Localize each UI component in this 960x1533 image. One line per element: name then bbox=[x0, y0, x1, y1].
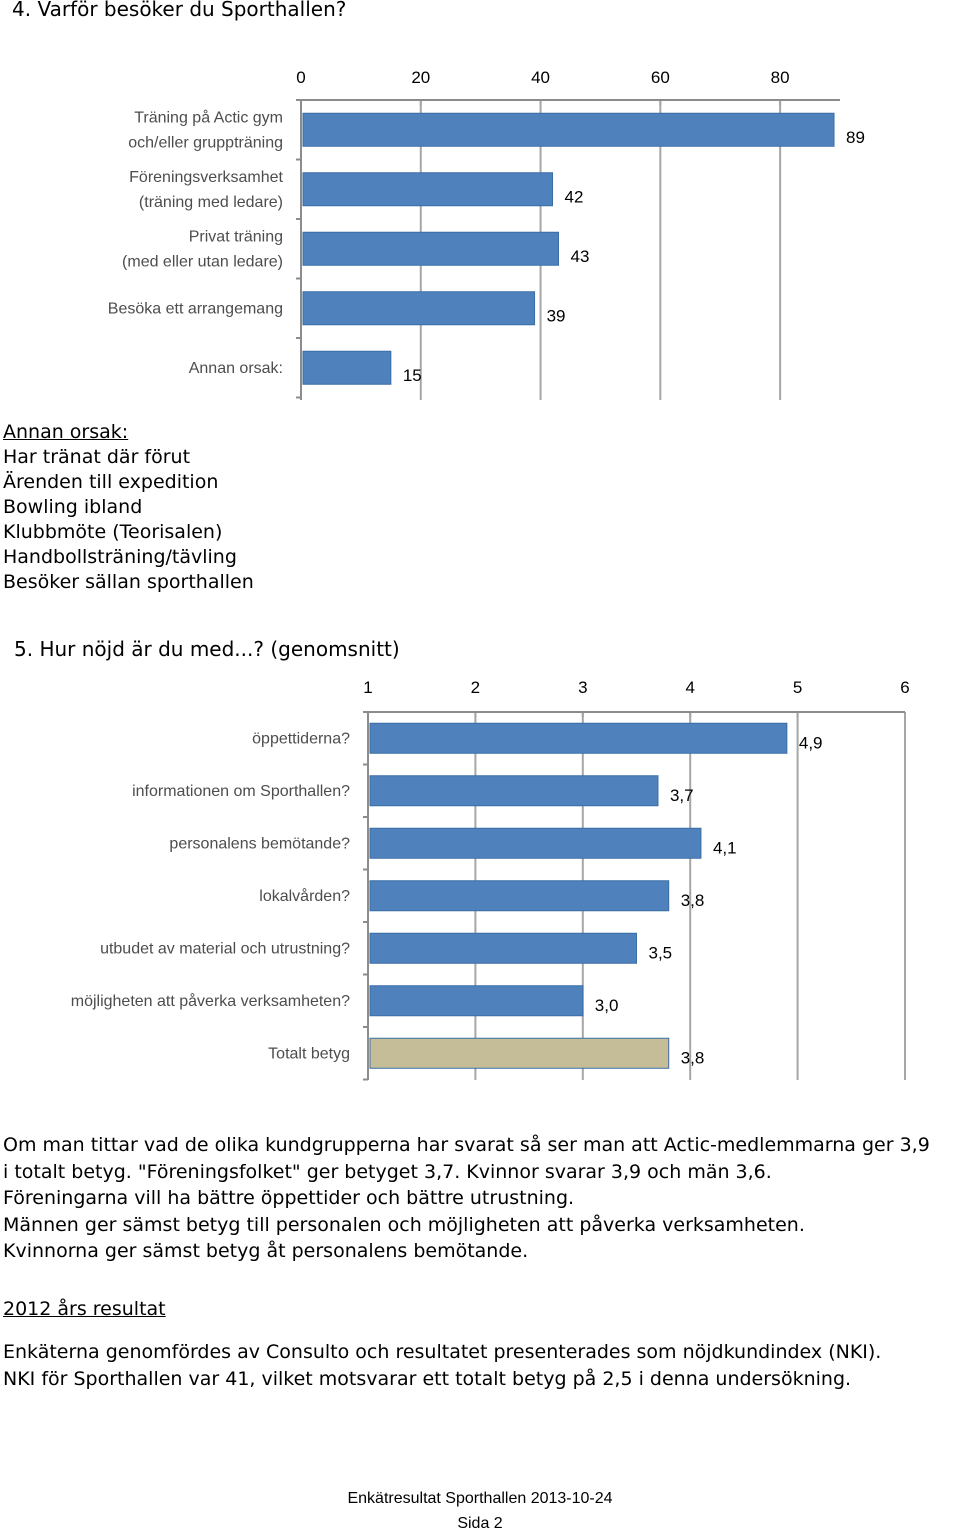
summary-line: Om man tittar vad de olika kundgrupperna… bbox=[3, 1134, 930, 1156]
x-tick-label: 4 bbox=[685, 678, 694, 697]
bar bbox=[302, 172, 554, 207]
bar bbox=[369, 932, 637, 964]
other-reason-item: Besöker sällan sporthallen bbox=[3, 571, 254, 593]
results-2012-paragraph: Enkäterna genomfördes av Consulto och re… bbox=[3, 1339, 881, 1392]
summary-paragraph: Om man tittar vad de olika kundgrupperna… bbox=[3, 1132, 930, 1265]
section-5-title: 5. Hur nöjd är du med...? (genomsnitt) bbox=[14, 637, 400, 661]
bar-value-label: 3,7 bbox=[670, 786, 694, 805]
bar bbox=[369, 985, 584, 1017]
other-reason-item: Har tränat där förut bbox=[3, 446, 191, 468]
other-reason-item: Ärenden till expedition bbox=[3, 471, 219, 493]
bar bbox=[369, 1037, 670, 1069]
other-reason-item: Handbollsträning/tävling bbox=[3, 546, 237, 568]
category-label: Privat träning bbox=[189, 228, 283, 245]
summary-line: Männen ger sämst betyg till personalen o… bbox=[3, 1213, 805, 1236]
category-label: utbudet av material och utrustning? bbox=[100, 940, 350, 957]
summary-line: i totalt betyg. "Föreningsfolket" ger be… bbox=[3, 1160, 772, 1183]
category-label: Totalt betyg bbox=[268, 1045, 350, 1062]
category-label: informationen om Sporthallen? bbox=[132, 783, 350, 800]
bar bbox=[302, 350, 392, 385]
x-tick-label: 60 bbox=[651, 68, 670, 87]
other-reasons-list: Annan orsak: Har tränat där förut Ärende… bbox=[3, 420, 254, 595]
results-2012-line: Enkäterna genomfördes av Consulto och re… bbox=[3, 1341, 882, 1363]
x-tick-label: 5 bbox=[793, 678, 802, 697]
summary-line: Föreningarna vill ha bättre öppettider o… bbox=[3, 1187, 575, 1209]
bar-value-label: 39 bbox=[547, 306, 566, 325]
x-tick-label: 3 bbox=[578, 678, 587, 697]
category-label: möjligheten att påverka verksamheten? bbox=[71, 992, 350, 1010]
x-tick-label: 2 bbox=[471, 678, 480, 697]
category-label: lokalvården? bbox=[259, 887, 350, 905]
results-2012-heading: 2012 års resultat bbox=[3, 1298, 166, 1320]
x-tick-label: 40 bbox=[531, 68, 550, 87]
bar bbox=[369, 722, 788, 754]
x-tick-label: 0 bbox=[296, 68, 305, 87]
bar-value-label: 3,8 bbox=[681, 1048, 705, 1067]
category-label: (med eller utan ledare) bbox=[122, 253, 283, 270]
bar-value-label: 89 bbox=[846, 128, 865, 147]
category-label: Träning på Actic gym bbox=[134, 108, 283, 126]
bar-value-label: 4,9 bbox=[799, 733, 823, 752]
x-tick-label: 20 bbox=[411, 68, 430, 87]
bar-value-label: 4,1 bbox=[713, 838, 737, 857]
footer-page-number: Sida 2 bbox=[457, 1515, 503, 1532]
category-label: personalens bemötande? bbox=[169, 835, 350, 852]
x-tick-label: 80 bbox=[771, 68, 790, 87]
visit-reasons-chart: 0 20 40 60 80 89 Träning på Actic gym och/eller… bbox=[108, 68, 865, 400]
section-4-title: 4. Varför besöker du Sporthallen? bbox=[12, 0, 347, 21]
x-tick-label: 1 bbox=[363, 678, 372, 697]
x-tick-label: 6 bbox=[900, 678, 909, 697]
bar bbox=[302, 112, 835, 147]
category-label: Föreningsverksamhet bbox=[129, 169, 283, 186]
bar-value-label: 15 bbox=[403, 366, 422, 385]
results-2012-line: NKI för Sporthallen var 41, vilket motsv… bbox=[3, 1367, 852, 1390]
bar-value-label: 3,8 bbox=[681, 891, 705, 910]
bar bbox=[369, 880, 670, 912]
category-label: Annan orsak: bbox=[189, 360, 283, 377]
bar bbox=[302, 231, 560, 266]
bar-value-label: 42 bbox=[565, 187, 584, 206]
other-reason-item: Bowling ibland bbox=[3, 496, 143, 518]
bar bbox=[302, 291, 536, 326]
bar-value-label: 3,5 bbox=[649, 943, 673, 962]
other-reason-item: Klubbmöte (Teorisalen) bbox=[3, 521, 223, 543]
bar-value-label: 3,0 bbox=[595, 996, 619, 1015]
category-label: öppettiderna? bbox=[252, 730, 350, 747]
category-label: Besöka ett arrangemang bbox=[108, 300, 283, 317]
bar bbox=[369, 827, 702, 859]
category-label: (träning med ledare) bbox=[139, 194, 283, 211]
footer-title: Enkätresultat Sporthallen 2013-10-24 bbox=[347, 1490, 613, 1507]
other-reasons-heading: Annan orsak: bbox=[3, 421, 129, 443]
bar bbox=[369, 775, 659, 807]
bar-value-label: 43 bbox=[571, 247, 590, 266]
summary-line: Kvinnorna ger sämst betyg åt personalens… bbox=[3, 1240, 529, 1262]
category-label: och/eller gruppträning bbox=[128, 134, 283, 151]
satisfaction-chart: 1 2 3 4 5 6 4,9 öppettiderna? 3,7 informationen o… bbox=[71, 678, 910, 1081]
